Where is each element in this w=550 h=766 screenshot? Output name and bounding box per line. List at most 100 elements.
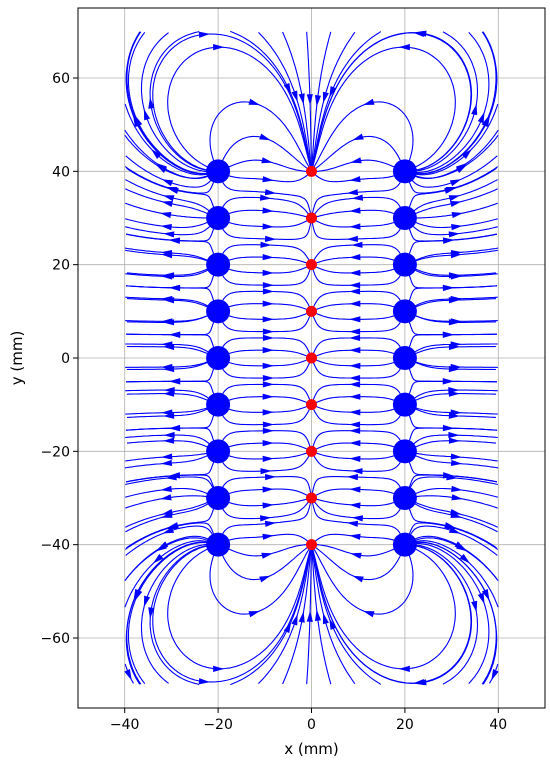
stream-arrow xyxy=(451,211,464,219)
stream-arrow xyxy=(448,431,460,439)
stream-arrow xyxy=(349,393,361,400)
streamline xyxy=(413,31,479,172)
blue-dot xyxy=(392,439,417,464)
red-dot xyxy=(306,165,317,177)
stream-arrow xyxy=(262,176,274,183)
streamline xyxy=(413,31,497,175)
stream-arrow xyxy=(450,409,462,416)
stream-arrow xyxy=(413,30,425,37)
stream-arrow xyxy=(349,455,361,462)
stream-arrow xyxy=(248,611,261,618)
stream-arrow xyxy=(168,237,181,244)
stream-arrow xyxy=(198,31,211,38)
stream-arrow xyxy=(262,440,274,447)
stream-arrow xyxy=(456,162,468,172)
red-dot xyxy=(306,492,317,504)
stream-arrow xyxy=(349,207,361,214)
stream-arrow xyxy=(262,362,274,369)
stream-arrow xyxy=(362,98,375,105)
stream-arrow xyxy=(161,273,173,280)
stream-arrow xyxy=(262,207,274,214)
blue-dot xyxy=(392,486,417,510)
stream-arrow xyxy=(262,427,274,434)
stream-arrow xyxy=(349,440,361,447)
streamlines xyxy=(124,30,499,686)
stream-arrow xyxy=(346,189,359,196)
stream-arrow xyxy=(262,334,275,341)
stream-arrow xyxy=(346,520,359,527)
stream-arrow xyxy=(134,589,143,601)
red-dot xyxy=(306,352,317,364)
stream-arrow xyxy=(350,552,362,559)
stream-arrow xyxy=(448,526,461,534)
stream-arrow xyxy=(477,111,485,124)
axis-ticks: −40 −20 0 20 40 −60 −40 −20 0 20 40 60 xyxy=(40,71,507,733)
x-tick-label: −20 xyxy=(203,717,233,733)
stream-arrow xyxy=(448,387,460,394)
blue-dot xyxy=(392,532,417,557)
stream-arrow xyxy=(152,553,164,564)
stream-arrow xyxy=(448,231,461,238)
stream-arrow xyxy=(450,252,463,259)
stream-arrow xyxy=(398,665,410,672)
stream-arrow xyxy=(349,316,361,323)
stream-arrow xyxy=(148,607,155,619)
stream-arrow xyxy=(283,621,292,634)
stream-arrow xyxy=(163,387,175,394)
stream-arrow xyxy=(348,334,361,341)
stream-arrow xyxy=(349,486,361,493)
stream-arrow xyxy=(349,362,361,369)
stream-arrow xyxy=(450,341,462,348)
stream-arrow xyxy=(314,609,322,621)
streamline xyxy=(414,542,490,684)
stream-arrow xyxy=(349,502,361,509)
stream-arrow xyxy=(471,103,478,116)
stream-arrow xyxy=(413,679,425,686)
y-tick-label: 0 xyxy=(61,351,70,367)
stream-arrow xyxy=(162,231,175,238)
stream-arrow xyxy=(262,502,274,509)
stream-arrow xyxy=(262,254,274,261)
y-tick-label: 20 xyxy=(52,258,70,274)
stream-arrow xyxy=(262,393,274,400)
blue-dot xyxy=(206,299,231,324)
stream-arrow xyxy=(161,318,173,325)
stream-arrow xyxy=(283,82,292,95)
blue-dot xyxy=(206,159,231,184)
stream-arrow xyxy=(160,252,173,259)
stream-arrow xyxy=(162,526,175,534)
stream-arrow xyxy=(449,179,462,187)
streamline xyxy=(167,547,311,670)
stream-arrow xyxy=(450,511,462,518)
blue-dot xyxy=(392,159,417,184)
streamline xyxy=(311,544,473,684)
stream-arrow xyxy=(349,533,361,540)
red-dot xyxy=(306,305,317,317)
stream-arrow xyxy=(459,553,471,564)
streamline xyxy=(124,103,211,176)
stream-arrow xyxy=(143,108,151,121)
stream-arrow xyxy=(322,612,329,625)
stream-arrow xyxy=(451,494,463,501)
stream-arrow xyxy=(162,437,175,444)
stream-arrow xyxy=(160,459,173,467)
stream-arrow xyxy=(262,288,275,295)
x-tick-label: −40 xyxy=(110,717,140,733)
grid-lines xyxy=(78,8,545,708)
stream-arrow xyxy=(165,474,177,481)
stream-arrow xyxy=(151,149,162,159)
stream-arrow xyxy=(262,316,274,323)
y-axis-label: y (mm) xyxy=(8,331,26,386)
stream-arrow xyxy=(306,610,313,622)
stream-arrow xyxy=(348,328,361,335)
stream-arrow xyxy=(161,409,173,416)
stream-arrow xyxy=(352,575,364,583)
stream-arrow xyxy=(169,378,181,385)
stream-arrow xyxy=(262,381,275,388)
stream-arrow xyxy=(291,613,298,626)
stream-arrow xyxy=(450,459,463,467)
stream-arrow xyxy=(450,318,462,325)
x-tick-label: 0 xyxy=(307,717,316,733)
stream-arrow xyxy=(442,237,455,244)
stream-arrow xyxy=(124,669,132,681)
